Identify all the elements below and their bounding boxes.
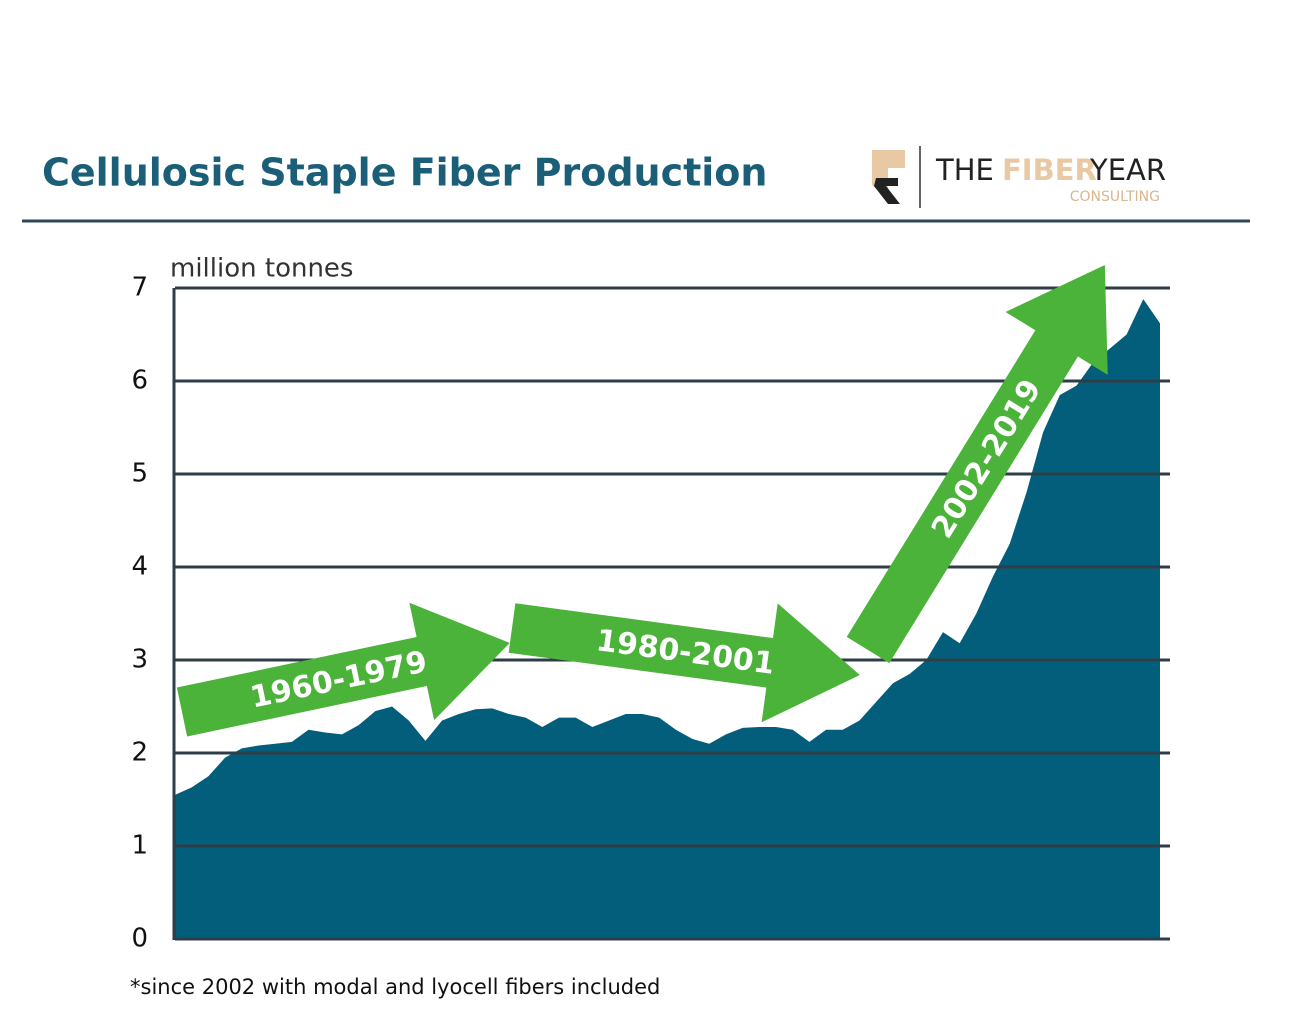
logo-mark <box>874 178 900 204</box>
chart-title: Cellulosic Staple Fiber Production <box>42 151 767 195</box>
y-tick-label: 7 <box>131 273 148 303</box>
y-tick-label: 4 <box>131 552 148 582</box>
footnote: *since 2002 with modal and lyocell fiber… <box>130 975 660 999</box>
y-tick-label: 0 <box>131 924 148 954</box>
y-tick-label: 2 <box>131 738 148 768</box>
logo-text: THE <box>935 153 994 187</box>
y-tick-label: 5 <box>131 459 148 489</box>
arrow-shape <box>846 265 1108 664</box>
logo-text: CONSULTING <box>1070 189 1160 205</box>
logo-text: YEAR <box>1089 153 1166 187</box>
y-tick-label: 1 <box>131 831 148 861</box>
y-tick-label: 6 <box>131 366 148 396</box>
annotation-arrow: 1980-2001 <box>508 603 860 723</box>
logo-text: FIBER <box>1002 153 1097 187</box>
arrow-shape <box>176 602 510 737</box>
y-tick-label: 3 <box>131 645 148 675</box>
area <box>175 299 1160 939</box>
arrow-shape <box>508 603 860 723</box>
logo: THE FIBER YEAR CONSULTING <box>872 146 1166 208</box>
y-axis-label: million tonnes <box>170 254 353 284</box>
